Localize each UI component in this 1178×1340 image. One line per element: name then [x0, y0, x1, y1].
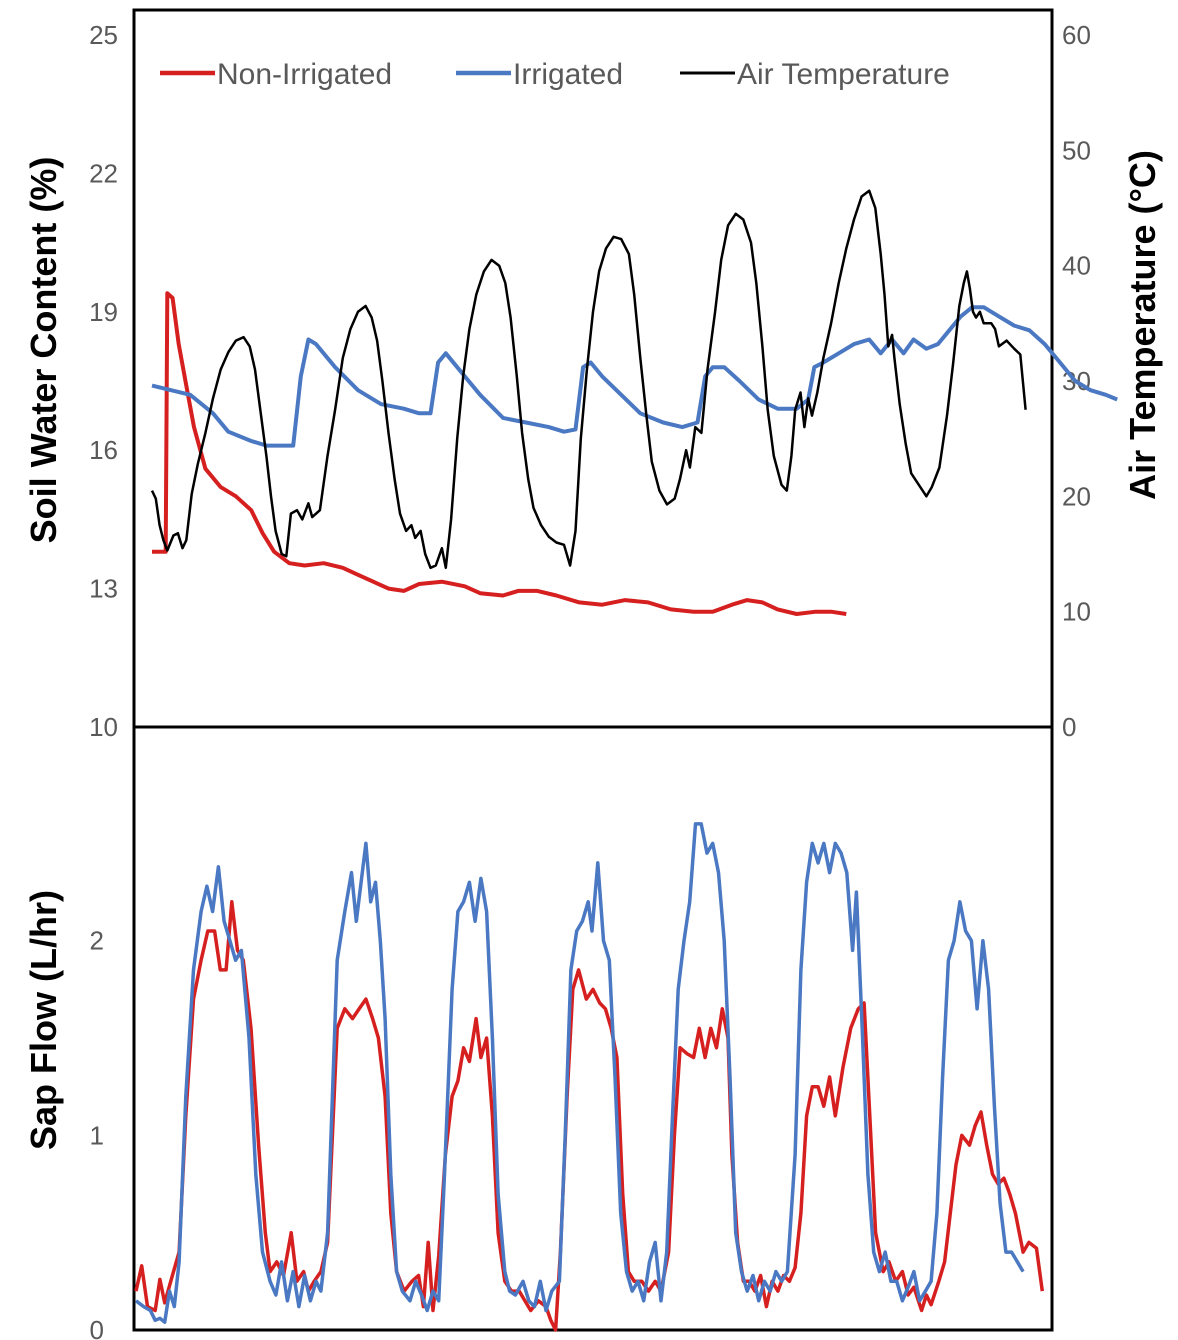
series-line-sap-irrigated [134, 822, 1025, 1324]
series-line-sap-non-irrigated [134, 900, 1045, 1332]
y-tick-label-left: 10 [89, 712, 118, 742]
y-tick-label-left: 19 [89, 297, 118, 327]
y-tick-label-sap: 2 [90, 926, 104, 956]
bottom-plot-frame [132, 725, 1054, 1332]
y-tick-label-right: 40 [1062, 251, 1091, 281]
series-line-irrigated [151, 305, 1118, 448]
y-tick-label-right: 0 [1062, 712, 1076, 742]
y-axis-title-right: Air Temperature (°C) [1122, 150, 1163, 500]
y-tick-label-sap: 0 [90, 1315, 104, 1340]
y-tick-label-right: 20 [1062, 481, 1091, 511]
y-tick-label-left: 16 [89, 435, 118, 465]
legend-label: Irrigated [513, 58, 623, 91]
y-tick-label-left: 13 [89, 574, 118, 604]
y-tick-label-right: 10 [1062, 597, 1091, 627]
y-tick-label-right: 50 [1062, 135, 1091, 165]
y-tick-label-left: 25 [89, 20, 118, 50]
y-tick-label-sap: 1 [90, 1120, 104, 1150]
series-line-air-temperature [150, 189, 1027, 570]
bottom-panel: 2 1 0 Sap Flow (L/hr) [23, 725, 1054, 1340]
y-axis-title-left: Soil Water Content (%) [23, 157, 64, 544]
series-line-non-irrigated [152, 291, 847, 616]
legend-label: Non-Irrigated [217, 58, 392, 91]
y-tick-label-right: 60 [1062, 20, 1091, 50]
y-tick-label-left: 22 [89, 158, 118, 188]
y-axis-title-sap: Sap Flow (L/hr) [23, 890, 64, 1150]
legend-label: Air Temperature [737, 58, 950, 91]
top-plot-frame [132, 8, 1054, 729]
